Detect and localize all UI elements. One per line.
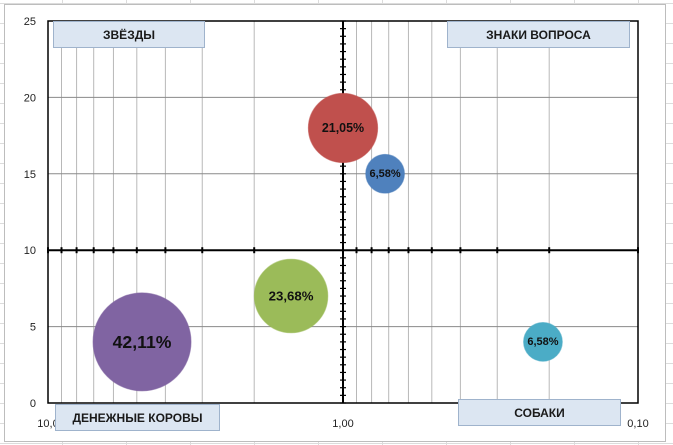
- bubble-purple[interactable]: 42,11%: [92, 292, 192, 392]
- bubble-purple-circle[interactable]: [92, 292, 192, 392]
- y-tick-0: 0: [30, 398, 36, 410]
- bubble-green[interactable]: 23,68%: [253, 258, 329, 334]
- y-tick-5: 5: [30, 322, 36, 334]
- bubble-red-label: 21,05%: [322, 121, 364, 135]
- quadrant-label-cash-cows[interactable]: ДЕНЕЖНЫЕ КОРОВЫ: [55, 404, 220, 431]
- bubble-red-circle[interactable]: [307, 92, 379, 164]
- bubble-cyan-label: 6,58%: [527, 336, 558, 348]
- bubble-red[interactable]: 21,05%: [307, 92, 379, 164]
- quadrant-label-dogs[interactable]: СОБАКИ: [458, 399, 621, 426]
- bubble-blue[interactable]: 6,58%: [365, 153, 405, 194]
- bubble-blue-label: 6,58%: [369, 168, 400, 180]
- bubble-cyan-circle[interactable]: [523, 322, 563, 362]
- bubble-green-label: 23,68%: [269, 289, 314, 304]
- bubble-purple-label: 42,11%: [113, 332, 172, 352]
- axes: [47, 20, 639, 404]
- x-tick-1: 1,00: [332, 418, 353, 430]
- bubbles: 21,05% 6,58% 23,68% 42,11% 6,58%: [92, 92, 563, 392]
- y-tick-20: 20: [24, 92, 36, 104]
- quadrant-label-question-marks[interactable]: ЗНАКИ ВОПРОСА: [447, 21, 630, 48]
- y-tick-10: 10: [24, 245, 36, 257]
- tick-labels: 0 5 10 15 20 25 10,0 1,00 0,10: [24, 16, 649, 430]
- x-tick-0-1: 0,10: [627, 418, 648, 430]
- y-tick-25: 25: [24, 16, 36, 28]
- bubble-cyan[interactable]: 6,58%: [523, 322, 563, 362]
- bubble-blue-circle[interactable]: [365, 153, 405, 194]
- y-tick-15: 15: [24, 169, 36, 181]
- bubble-green-circle[interactable]: [253, 258, 329, 334]
- quadrant-label-stars[interactable]: ЗВЁЗДЫ: [53, 21, 205, 48]
- x-tick-10: 10,0: [37, 418, 58, 430]
